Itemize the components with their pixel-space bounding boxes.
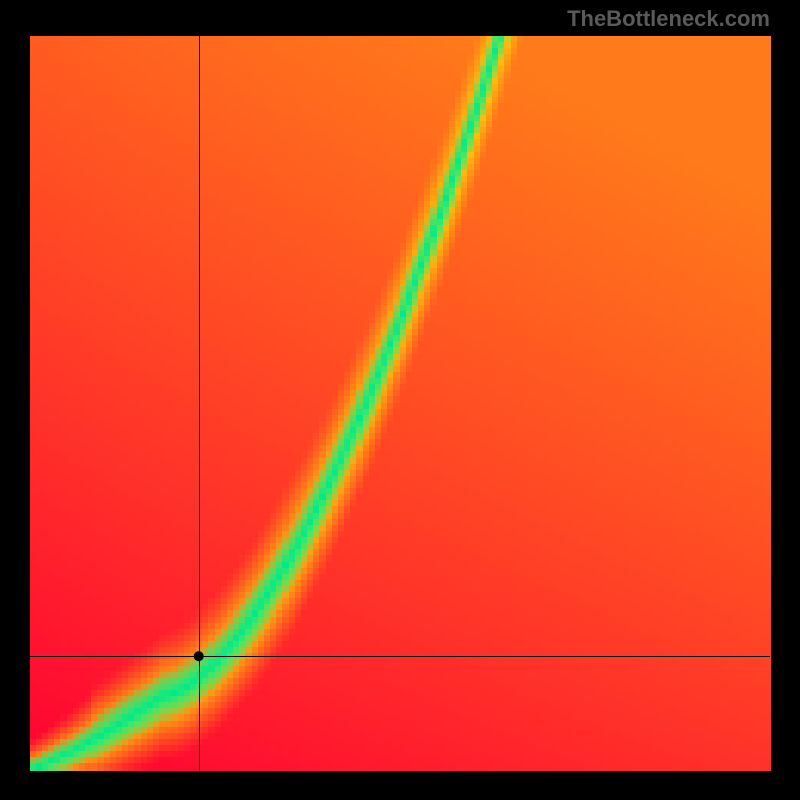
crosshair-overlay-canvas <box>0 0 800 800</box>
chart-container: TheBottleneck.com <box>0 0 800 800</box>
watermark-text: TheBottleneck.com <box>567 6 770 32</box>
